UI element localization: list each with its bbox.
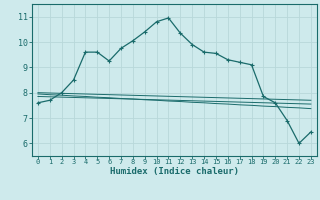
X-axis label: Humidex (Indice chaleur): Humidex (Indice chaleur) [110, 167, 239, 176]
